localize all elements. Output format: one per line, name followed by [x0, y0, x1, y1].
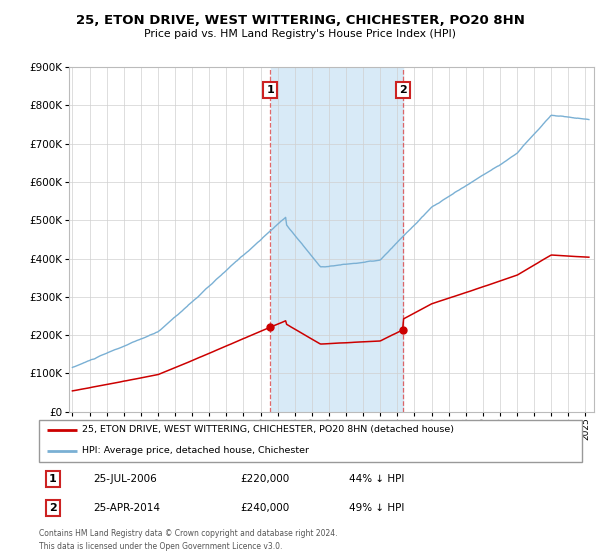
Text: Price paid vs. HM Land Registry's House Price Index (HPI): Price paid vs. HM Land Registry's House … [144, 29, 456, 39]
Text: 2: 2 [399, 85, 407, 95]
Text: HPI: Average price, detached house, Chichester: HPI: Average price, detached house, Chic… [82, 446, 310, 455]
Text: £240,000: £240,000 [240, 503, 289, 514]
Text: 1: 1 [266, 85, 274, 95]
FancyBboxPatch shape [39, 420, 582, 462]
Text: Contains HM Land Registry data © Crown copyright and database right 2024.
This d: Contains HM Land Registry data © Crown c… [39, 529, 337, 550]
Text: 1: 1 [49, 474, 56, 484]
Text: 25, ETON DRIVE, WEST WITTERING, CHICHESTER, PO20 8HN: 25, ETON DRIVE, WEST WITTERING, CHICHEST… [76, 14, 524, 27]
Text: 25-JUL-2006: 25-JUL-2006 [94, 474, 157, 484]
Text: 2: 2 [49, 503, 56, 514]
Text: 25, ETON DRIVE, WEST WITTERING, CHICHESTER, PO20 8HN (detached house): 25, ETON DRIVE, WEST WITTERING, CHICHEST… [82, 425, 454, 434]
Text: 44% ↓ HPI: 44% ↓ HPI [349, 474, 404, 484]
Text: £220,000: £220,000 [240, 474, 289, 484]
Text: 49% ↓ HPI: 49% ↓ HPI [349, 503, 404, 514]
Text: 25-APR-2014: 25-APR-2014 [94, 503, 160, 514]
